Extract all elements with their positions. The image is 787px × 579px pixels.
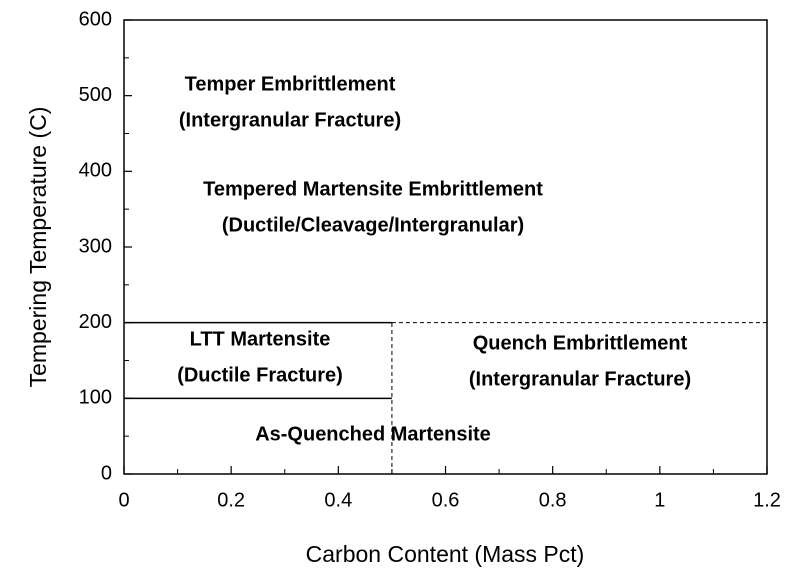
- y-tick-label: 200: [79, 311, 112, 333]
- region-label: As-Quenched Martensite: [255, 423, 491, 445]
- x-tick-label: 0.8: [539, 489, 567, 511]
- x-axis-label: Carbon Content (Mass Pct): [306, 541, 585, 567]
- y-tick-label: 500: [79, 84, 112, 106]
- region-label: (Intergranular Fracture): [469, 368, 691, 390]
- x-tick-label: 0.4: [324, 489, 352, 511]
- y-tick-label: 100: [79, 387, 112, 409]
- region-label: (Ductile Fracture): [177, 364, 343, 386]
- region-label: LTT Martensite: [190, 328, 331, 350]
- y-tick-label: 400: [79, 160, 112, 182]
- y-tick-label: 0: [101, 462, 112, 484]
- region-label: (Intergranular Fracture): [179, 109, 401, 131]
- region-label: Quench Embrittlement: [473, 332, 688, 354]
- y-tick-label: 600: [79, 8, 112, 30]
- region-label: (Ductile/Cleavage/Intergranular): [222, 214, 524, 236]
- x-tick-label: 1.2: [753, 489, 781, 511]
- region-label: Tempered Martensite Embrittlement: [203, 178, 543, 200]
- y-tick-label: 300: [79, 235, 112, 257]
- region-label: Temper Embrittlement: [185, 73, 396, 95]
- y-axis-label: Tempering Temperature (C): [25, 107, 51, 388]
- x-tick-label: 0.2: [217, 489, 245, 511]
- x-tick-label: 0: [118, 489, 129, 511]
- x-tick-label: 1: [654, 489, 665, 511]
- x-tick-label: 0.6: [432, 489, 460, 511]
